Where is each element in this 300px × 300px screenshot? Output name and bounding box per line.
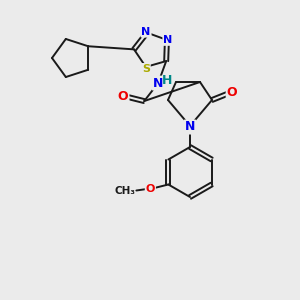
Text: H: H [162,74,172,87]
Text: S: S [142,64,150,74]
Text: O: O [118,90,128,103]
Text: O: O [227,86,237,100]
Text: N: N [141,27,151,37]
Text: CH₃: CH₃ [114,185,135,196]
Text: N: N [153,76,164,90]
Text: O: O [146,184,155,194]
Text: N: N [163,35,172,45]
Text: N: N [185,121,195,134]
